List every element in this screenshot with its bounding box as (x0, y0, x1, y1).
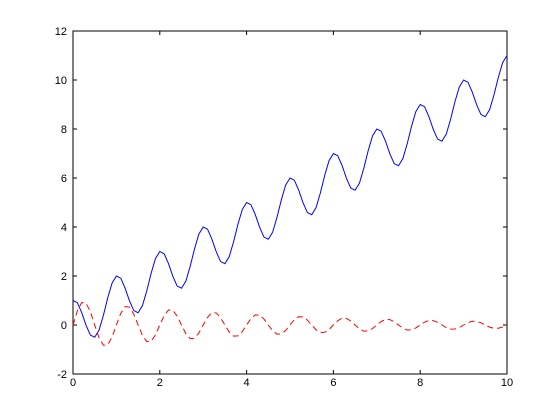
line-series (72, 55, 508, 338)
y-tick-label: 2 (61, 271, 67, 283)
y-tick-label: 12 (55, 26, 67, 38)
x-tick-label: 8 (417, 377, 423, 389)
y-tick-label: 0 (61, 320, 67, 332)
plot-frame (72, 30, 508, 375)
x-tick-label: 6 (330, 377, 336, 389)
y-tick-label: 6 (61, 173, 67, 185)
x-tick-label: 2 (157, 377, 163, 389)
x-tick-label: 10 (501, 377, 513, 389)
x-tick-label: 4 (244, 377, 250, 389)
y-tick-label: 10 (55, 75, 67, 87)
line-series (72, 302, 508, 346)
y-tick-label: -2 (57, 369, 67, 381)
x-tick-label: 0 (70, 377, 76, 389)
y-tick-label: 8 (61, 124, 67, 136)
y-tick-label: 4 (61, 222, 67, 234)
